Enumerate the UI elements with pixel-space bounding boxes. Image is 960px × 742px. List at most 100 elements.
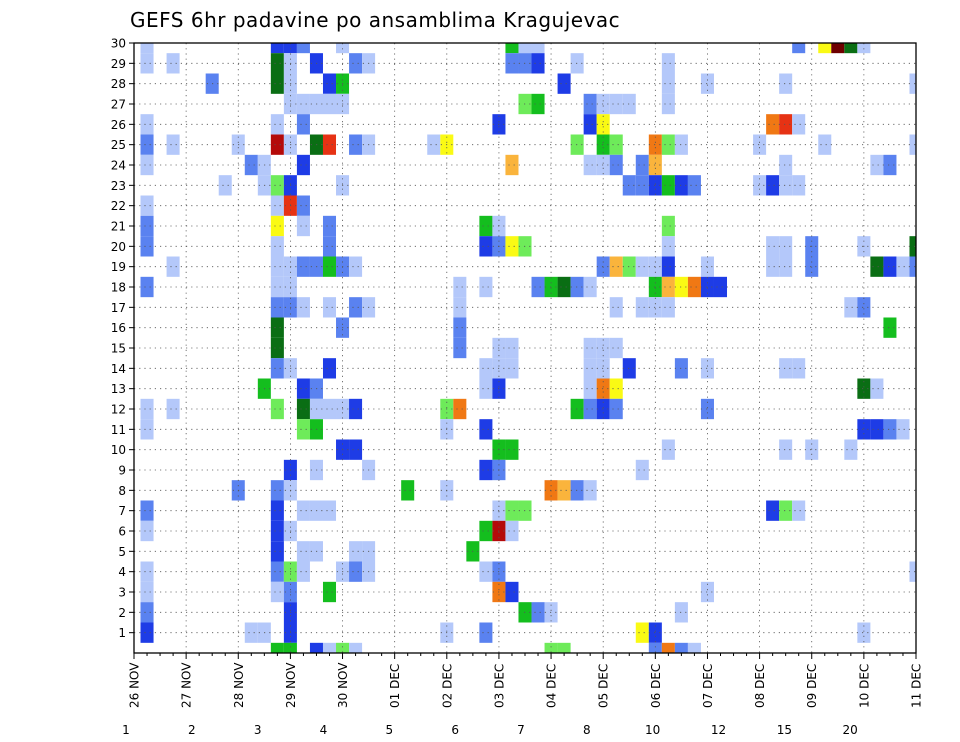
y-tick-label: 19 [111,260,126,274]
precip-cell [349,134,363,155]
precip-cell [518,43,532,54]
y-tick-label: 27 [111,98,126,112]
precip-cell [531,53,545,74]
y-tick-label: 2 [118,606,126,620]
precip-cell [648,154,662,176]
precip-cell [349,561,363,582]
precip-cell [883,419,897,440]
precip-cell [505,500,519,521]
x-tick-label: 11 DEC [910,664,924,708]
colorbar-label: 10 [645,723,660,737]
precip-cell [479,276,493,298]
precip-cell [661,256,675,277]
precip-cell [557,276,571,298]
precip-cell [531,602,545,623]
precip-cell [322,215,337,237]
precip-cell [870,256,884,277]
precip-cell [909,73,916,94]
x-tick-label: 09 DEC [805,664,819,708]
precip-cell [870,419,884,440]
precip-cell [883,256,897,277]
precip-cell [557,480,571,501]
precip-cell [505,439,519,460]
precip-cell [349,398,363,420]
precip-cell [453,276,467,298]
x-tick-label: 06 DEC [649,664,663,708]
precip-cell [296,398,310,420]
precip-cell [140,215,154,237]
precip-cell [544,642,558,653]
precip-cell [674,358,688,379]
y-tick-label: 26 [111,118,126,132]
precip-cell [622,93,636,115]
precip-cell [531,43,545,54]
precip-cell [505,53,519,74]
precip-cell [792,358,806,379]
precip-cell [296,500,310,521]
precip-cell [401,480,415,501]
x-tick-label: 04 DEC [545,664,559,708]
precip-cell [479,236,493,257]
precip-cell [583,276,597,298]
precip-cell [635,154,649,176]
precip-cell [583,114,597,135]
precip-cell [505,337,519,359]
colorbar-label: 8 [583,723,591,737]
precip-cell [140,561,154,582]
y-tick-label: 23 [111,179,126,193]
precip-cell [583,93,597,115]
colorbar-label: 6 [451,723,459,737]
y-tick-label: 6 [118,525,126,539]
precip-cell [140,114,154,135]
x-tick-label: 02 DEC [440,664,454,708]
precip-cell [140,134,154,155]
precip-cell [635,459,649,481]
precip-cell [674,134,688,155]
precip-cell [296,93,310,115]
precip-cell [322,500,337,521]
precip-cell [661,175,675,196]
precip-cell [322,93,337,115]
precip-cell [270,480,284,501]
precip-cell [870,378,884,399]
precip-cell [296,256,310,277]
precip-cell [349,256,363,277]
precip-cell [479,419,493,440]
precip-cell [857,297,871,318]
precip-cell [661,73,675,94]
precip-cell [635,622,649,643]
precip-cell [349,297,363,318]
colorbar: 1 2 3 4 5 6 7 8 10 12 15 20 [122,723,858,737]
precip-cell [844,297,858,318]
precip-cell [766,256,780,277]
precip-cell [166,53,180,74]
y-tick-label: 25 [111,138,126,152]
y-tick-label: 12 [111,403,126,417]
precip-cell [479,459,493,481]
colorbar-label: 5 [386,723,394,737]
precip-cell [766,114,780,135]
y-tick-label: 10 [111,443,126,457]
precip-cell [674,642,688,653]
y-tick-label: 29 [111,57,126,71]
precip-cell [270,541,284,562]
x-tick-label: 30 NOV [336,662,350,708]
precip-cell [336,43,350,54]
precip-cell [766,175,780,196]
precip-cell [687,175,701,196]
precip-cell [453,297,467,318]
precip-cell [635,256,649,277]
y-tick-label: 3 [118,586,126,600]
y-tick-label: 11 [111,423,126,437]
precip-cell [505,520,519,542]
precip-cell [583,358,597,379]
precip-cell [583,154,597,176]
precip-cell [792,114,806,135]
colorbar-label: 4 [320,723,328,737]
precip-cell [609,337,623,359]
precip-cell [505,236,519,257]
precip-cell [140,622,154,643]
precip-cell [609,256,623,277]
precip-cell [166,256,180,277]
